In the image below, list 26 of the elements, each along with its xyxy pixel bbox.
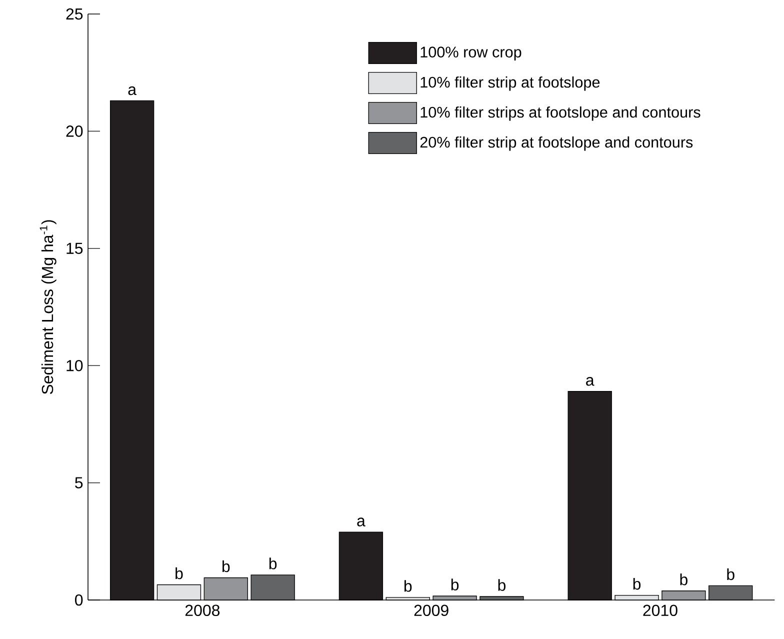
- data-label: b: [498, 579, 506, 591]
- y-tick-label: 20: [66, 126, 83, 137]
- data-label: b: [680, 574, 688, 586]
- data-label: b: [633, 578, 641, 590]
- data-label: a: [128, 86, 137, 96]
- legend-label: 10% filter strip at footslope: [420, 76, 600, 91]
- data-label: b: [727, 568, 734, 580]
- data-label: b: [404, 580, 412, 592]
- y-tick-label: 25: [66, 8, 83, 20]
- x-tick-label: 2009: [414, 604, 448, 616]
- y-tick-label: 15: [66, 242, 83, 254]
- legend-label: 100% row crop: [420, 46, 522, 61]
- x-tick-label: 2010: [643, 604, 678, 616]
- data-label: b: [176, 567, 183, 580]
- legend-label: 20% filter strip at footslope and contours: [420, 136, 693, 151]
- y-tick-label: 10: [66, 360, 83, 372]
- data-label: a: [357, 518, 366, 526]
- y-axis-title: Sediment Loss (Mg ha$^{-1}$): [40, 220, 56, 394]
- data-label: b: [269, 558, 277, 570]
- data-label: b: [451, 578, 459, 590]
- data-label: b: [222, 560, 230, 572]
- y-tick-label: 5: [75, 477, 83, 488]
- data-label: a: [586, 377, 594, 386]
- x-tick-label: 2008: [185, 604, 220, 616]
- y-tick-label: 0: [75, 594, 83, 606]
- legend-label: 10% filter strips at footslope and contours: [420, 106, 700, 121]
